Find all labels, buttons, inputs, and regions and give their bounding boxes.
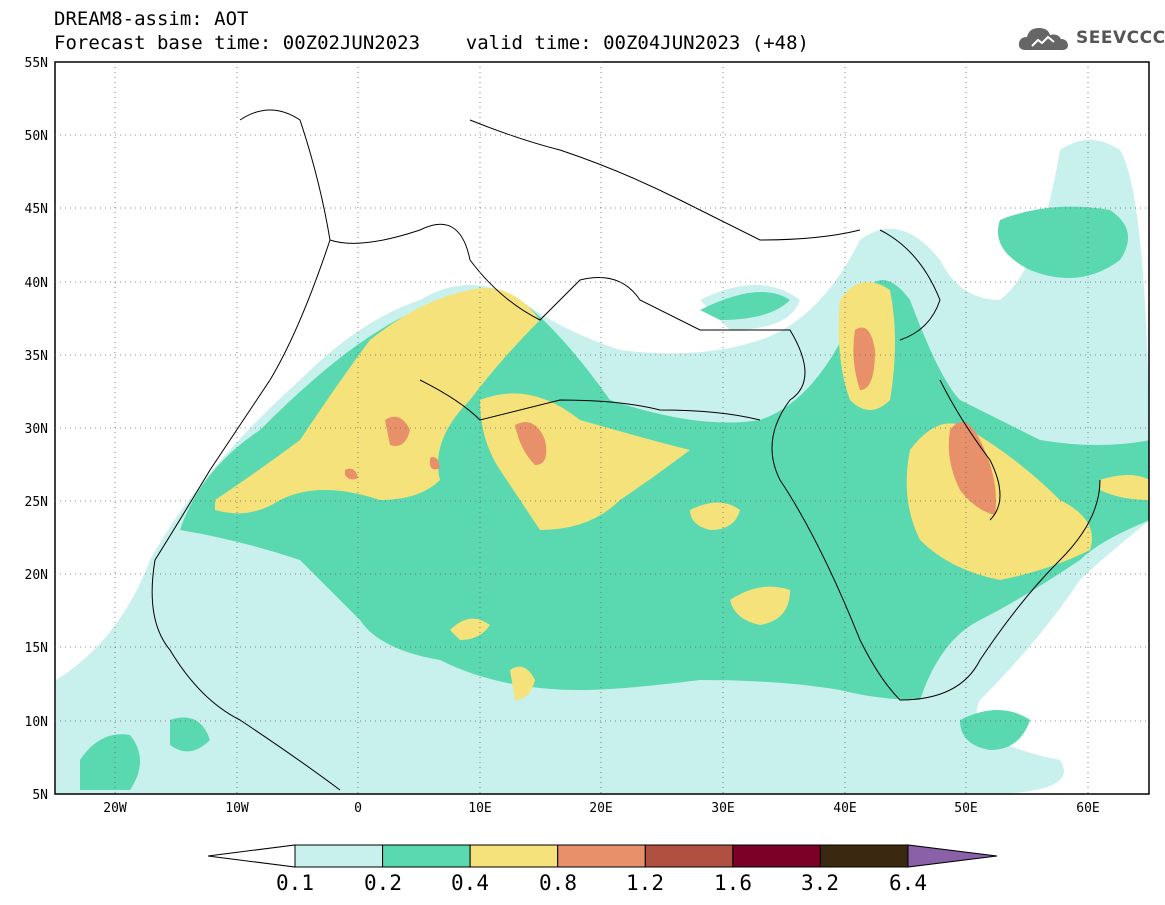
colorbar-segment (382, 844, 471, 868)
lat-label: 5N (32, 788, 48, 803)
lat-label: 25N (25, 495, 48, 510)
colorbar-tick-label: 1.2 (626, 871, 664, 895)
colorbar-segment (294, 844, 384, 868)
colorbar-over-triangle (907, 844, 998, 868)
lat-label: 15N (25, 641, 48, 656)
logo-text: SEEVCCC (1076, 28, 1165, 48)
coastlines (151, 109, 1101, 791)
colorbar-tick-label: 0.2 (364, 871, 402, 895)
gridlines (55, 62, 1149, 794)
lon-label: 50E (954, 801, 977, 816)
lon-label: 0 (354, 801, 362, 816)
lon-label: 20E (589, 801, 612, 816)
lon-label: 30E (711, 801, 734, 816)
colorbar-tick-label: 6.4 (889, 871, 927, 895)
colorbar-segment (557, 844, 646, 868)
lat-label: 10N (25, 715, 48, 730)
colorbar-tick-label: 1.6 (714, 871, 752, 895)
colorbar-tick-label: 0.8 (539, 871, 577, 895)
colorbar-tick-label: 0.4 (451, 871, 489, 895)
lat-label: 45N (25, 202, 48, 217)
lat-labels: 55N 50N 45N 40N 35N 30N 25N 20N 15N 10N … (25, 56, 48, 803)
colorbar-segment (469, 844, 559, 868)
colorbar-segment (644, 844, 734, 868)
lon-label: 10E (468, 801, 491, 816)
lat-label: 20N (25, 568, 48, 583)
aot-field (56, 140, 1149, 794)
lon-labels: 20W 10W 0 10E 20E 30E 40E 50E 60E (103, 801, 1099, 816)
lon-label: 20W (103, 801, 127, 816)
colorbar-tick-label: 3.2 (801, 871, 839, 895)
lon-label: 40E (833, 801, 856, 816)
colorbar-tick-label: 0.1 (276, 871, 314, 895)
chart-subtitle: Forecast base time: 00Z02JUN2023 valid t… (54, 32, 809, 54)
cloud-icon (1018, 28, 1068, 50)
lat-label: 55N (25, 56, 48, 71)
chart-title: DREAM8-assim: AOT (54, 8, 249, 30)
lon-label: 60E (1076, 801, 1099, 816)
lon-label: 10W (225, 801, 249, 816)
colorbar: 0.1 0.2 0.4 0.8 1.2 1.6 3.2 6.4 (207, 844, 998, 895)
lat-label: 50N (25, 129, 48, 144)
lat-label: 35N (25, 349, 48, 364)
lat-label: 40N (25, 276, 48, 291)
colorbar-segment (819, 844, 909, 868)
seevccc-logo: SEEVCCC (1018, 24, 1165, 54)
colorbar-segment (732, 844, 821, 868)
colorbar-under-triangle (207, 844, 296, 868)
lat-label: 30N (25, 422, 48, 437)
